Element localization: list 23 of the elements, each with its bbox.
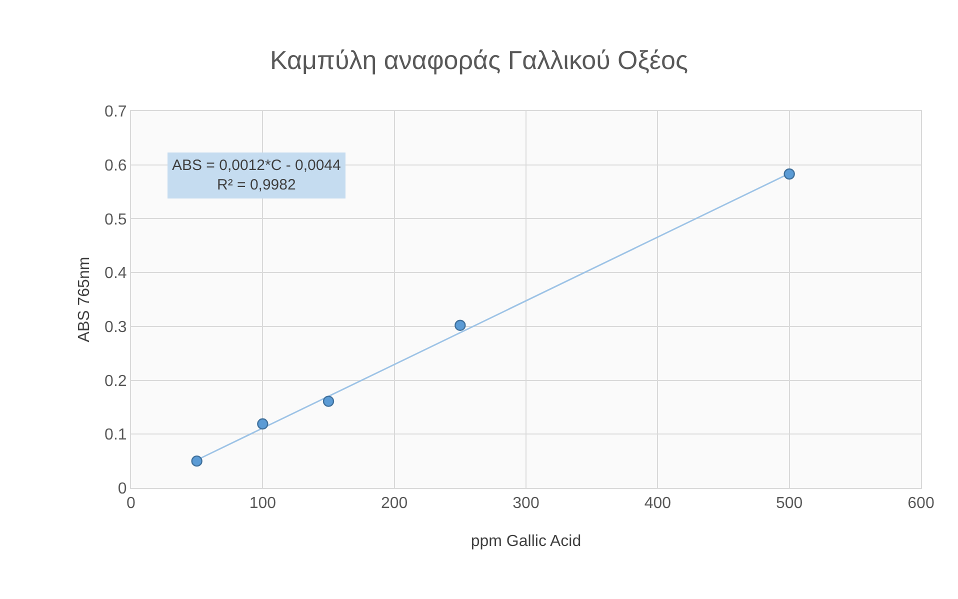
y-tick-label: 0.4	[104, 265, 127, 282]
annotation: ABS = 0,0012*C - 0,0044 R² = 0,9982	[172, 157, 341, 194]
x-axis-title: ppm Gallic Acid	[470, 533, 582, 550]
point	[784, 168, 795, 180]
y-axis-title: ABS 765nm	[76, 256, 93, 342]
x-tick-label: 300	[512, 495, 540, 512]
chart-title: Καμπύλη αναφοράς Γαλλικού Οξέος	[270, 45, 688, 76]
y-tick-label: 0.6	[104, 157, 127, 174]
y-tick-label: 0.3	[104, 319, 127, 336]
point	[191, 455, 202, 467]
point	[257, 418, 268, 430]
x-tick-label: 500	[776, 495, 803, 512]
y-tick-label: 0.5	[104, 211, 127, 228]
y-tick-label: 0.1	[104, 426, 127, 444]
x-tick-label: 100	[249, 495, 276, 512]
point	[454, 320, 466, 331]
x-tick-label: 200	[380, 495, 408, 512]
y-tick-label: 0.2	[104, 372, 127, 390]
x-tick-label: 600	[908, 495, 934, 512]
y-tick-label: 0	[118, 480, 127, 498]
y-tick-label: 0.7	[104, 104, 127, 121]
x-tick-label: 400	[644, 495, 672, 512]
point	[322, 396, 334, 407]
